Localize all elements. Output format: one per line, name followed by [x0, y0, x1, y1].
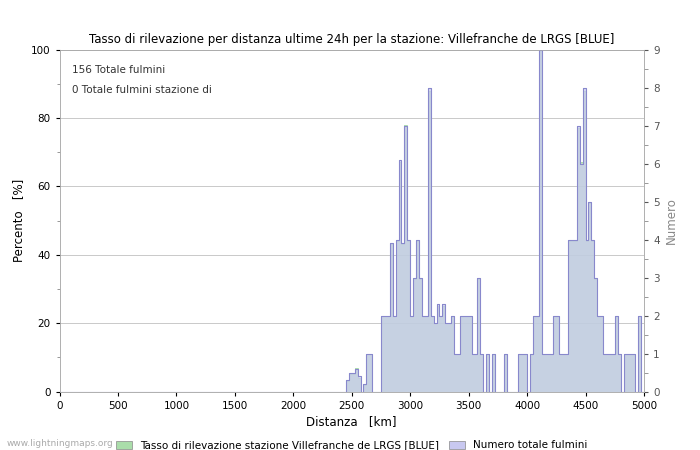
Y-axis label: Numero: Numero — [665, 197, 678, 244]
Text: 156 Totale fulmini: 156 Totale fulmini — [72, 65, 166, 75]
Title: Tasso di rilevazione per distanza ultime 24h per la stazione: Villefranche de LR: Tasso di rilevazione per distanza ultime… — [89, 32, 615, 45]
Y-axis label: Percento   [%]: Percento [%] — [13, 179, 25, 262]
Legend: Tasso di rilevazione stazione Villefranche de LRGS [BLUE], Numero totale fulmini: Tasso di rilevazione stazione Villefranc… — [112, 436, 592, 450]
X-axis label: Distanza   [km]: Distanza [km] — [307, 415, 397, 428]
Text: www.lightningmaps.org: www.lightningmaps.org — [7, 439, 113, 448]
Text: 0 Totale fulmini stazione di: 0 Totale fulmini stazione di — [72, 86, 212, 95]
